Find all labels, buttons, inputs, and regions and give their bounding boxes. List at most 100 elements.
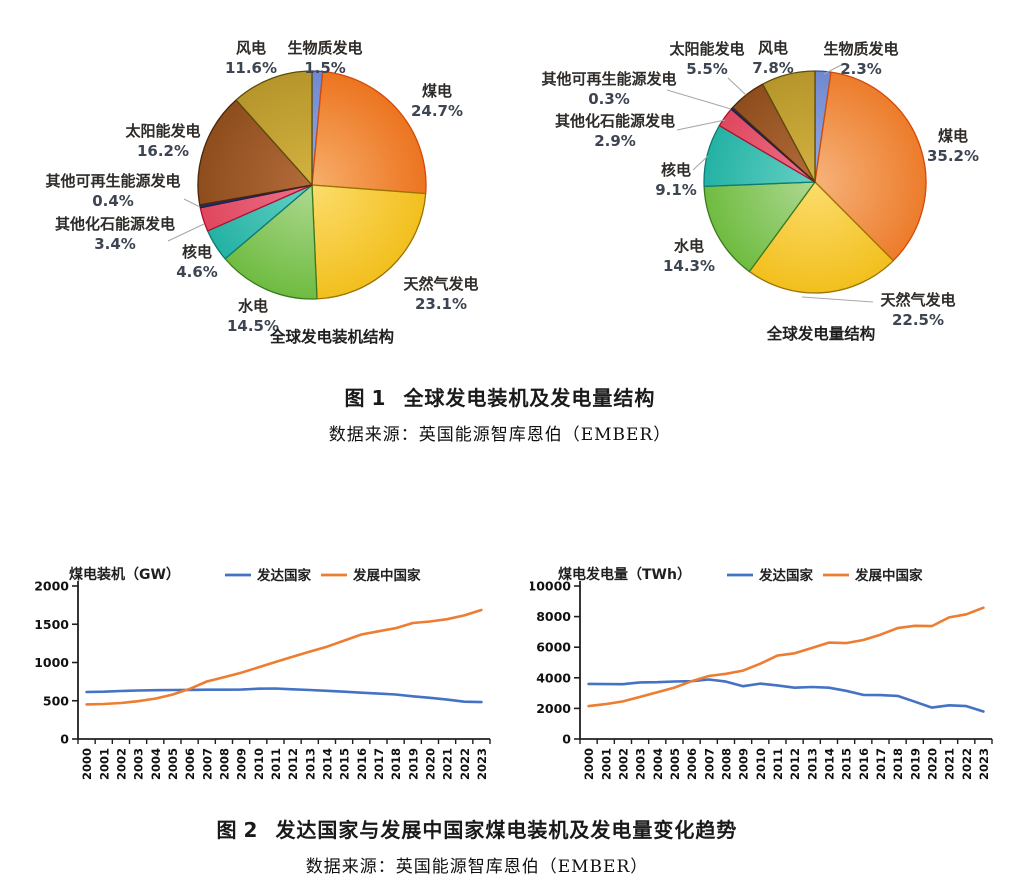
x-tick-label: 2002 [616,748,630,780]
pie-slice-wind [762,70,816,183]
pie-title: 全球发电量结构 [766,324,876,343]
x-tick-label: 2013 [303,748,317,780]
pie-slice-name-gas: 天然气发电 [403,275,478,293]
pie-slice-percent-biomass: 1.5% [304,59,346,77]
y-tick-label: 10000 [530,579,571,594]
x-tick-label: 2012 [286,748,300,780]
x-tick-label: 2002 [114,748,128,780]
pie-slice-name-biomass: 生物质发电 [287,39,362,57]
x-tick-label: 2015 [840,748,854,780]
figure1-title: 全球发电装机及发电量结构 [403,386,656,410]
x-tick-label: 2009 [235,748,249,780]
pie-slice-percent-renew: 0.3% [588,90,630,108]
y-tick-label: 8000 [536,609,571,624]
pie-slice-wind [235,70,313,186]
leader-line [727,77,747,96]
pie-slice-name-hydro: 水电 [238,297,268,315]
pie-slice-name-hydro: 水电 [674,237,704,255]
x-tick-label: 2000 [80,748,94,780]
x-tick-label: 2003 [132,748,146,780]
pie-slice-gas [748,181,894,294]
x-tick-label: 2011 [269,748,283,780]
pie-slice-name-fossil: 其他化石能源发电 [555,112,675,130]
figure2-number: 图 2 [216,818,258,842]
pie-slice-name-solar: 太阳能发电 [125,122,200,140]
leader-line [823,62,846,75]
x-tick-label: 2013 [805,748,819,780]
legend-label-developing: 发展中国家 [854,567,923,584]
x-tick-label: 2009 [737,748,751,780]
x-tick-label: 2003 [634,748,648,780]
figure1-source: 数据来源：英国能源智库恩伯（EMBER） [328,425,672,445]
pie-slice-hydro [224,184,318,300]
x-tick-label: 2012 [788,748,802,780]
pie-slice-name-fossil: 其他化石能源发电 [55,215,175,233]
x-tick-label: 2014 [822,748,836,780]
y-tick-label: 0 [562,732,571,747]
pie-slice-percent-biomass: 2.3% [840,60,882,78]
pie-slice-percent-fossil: 2.9% [594,132,636,150]
series-line-developing [587,606,985,708]
figure1-number: 图 1 [344,386,386,410]
pie-slice-percent-coal: 24.7% [411,102,463,120]
generation-structure-pie-chart: 生物质发电 2.3% 煤电 35.2% 天然气发电 22.5% 水电 14.3% 核电 9.1% 其… [541,39,979,343]
line-chart-title: 煤电装机（GW） [69,566,180,583]
pie-slice-percent-nuclear: 9.1% [655,181,697,199]
legend-label-developed: 发达国家 [758,567,813,584]
x-tick-label: 2022 [458,748,472,780]
leader-line [692,155,709,171]
pie-slice-percent-solar: 16.2% [137,142,189,160]
figure2-title: 发达国家与发展中国家煤电装机及发电量变化趋势 [275,818,738,842]
x-tick-label: 2017 [874,748,888,780]
pie-slice-name-nuclear: 核电 [661,161,691,179]
pie-title: 全球发电装机结构 [269,327,394,346]
x-tick-label: 2010 [252,748,266,780]
figure2-source: 数据来源：英国能源智库恩伯（EMBER） [305,857,649,877]
x-tick-label: 2023 [475,748,489,780]
pie-slice-percent-coal: 35.2% [927,147,979,165]
capacity-structure-pie-chart: 生物质发电 1.5% 煤电 24.7% 天然气发电 23.1% 水电 14.5% 核电 4.6% 其… [45,39,478,346]
series-line-developing [85,608,483,706]
pie-slice-percent-solar: 5.5% [686,60,728,78]
pie-slice-solar [197,99,313,206]
pie-slice-name-biomass: 生物质发电 [823,40,898,58]
pie-slice-name-coal: 煤电 [422,82,452,100]
pie-slice-percent-hydro: 14.5% [227,317,279,335]
pie-slice-percent-wind: 7.8% [752,59,794,77]
x-tick-label: 2005 [166,748,180,780]
x-tick-label: 2019 [908,748,922,780]
figure2-caption: 图 2 发达国家与发展中国家煤电装机及发电量变化趋势 数据来源：英国能源智库恩伯（… [0,814,954,877]
x-tick-label: 2017 [372,748,386,780]
x-tick-label: 2010 [754,748,768,780]
legend-label-developing: 发展中国家 [352,567,421,584]
pie-slice-gas [311,184,427,300]
pie-slice-percent-gas: 23.1% [415,295,467,313]
y-tick-label: 500 [43,693,69,708]
x-tick-label: 2000 [582,748,596,780]
x-tick-label: 2004 [651,748,665,780]
pie-slice-percent-gas: 22.5% [892,311,944,329]
leader-line [801,296,874,303]
pie-slice-coal [814,71,927,262]
y-tick-label: 2000 [536,701,571,716]
x-tick-label: 2005 [668,748,682,780]
x-tick-label: 2023 [977,748,991,780]
pie-slice-percent-renew: 0.4% [92,192,134,210]
figure1-caption: 图 1 全球发电装机及发电量结构 数据来源：英国能源智库恩伯（EMBER） [0,382,1000,445]
y-tick-label: 6000 [536,640,571,655]
x-tick-label: 2022 [960,748,974,780]
pie-slice-percent-nuclear: 4.6% [176,263,218,281]
figure1-caption-title-row: 图 1 全球发电装机及发电量结构 [0,382,1000,411]
pie-slice-name-coal: 煤电 [938,127,968,145]
y-tick-label: 4000 [536,670,571,685]
x-tick-label: 2015 [338,748,352,780]
pie-slice-name-nuclear: 核电 [182,243,212,261]
x-tick-label: 2011 [771,748,785,780]
x-tick-label: 2014 [320,748,334,780]
y-tick-label: 2000 [34,579,69,594]
legend-label-developed: 发达国家 [256,567,311,584]
leader-line [666,89,732,110]
y-tick-label: 1000 [34,655,69,670]
x-tick-label: 2019 [406,748,420,780]
